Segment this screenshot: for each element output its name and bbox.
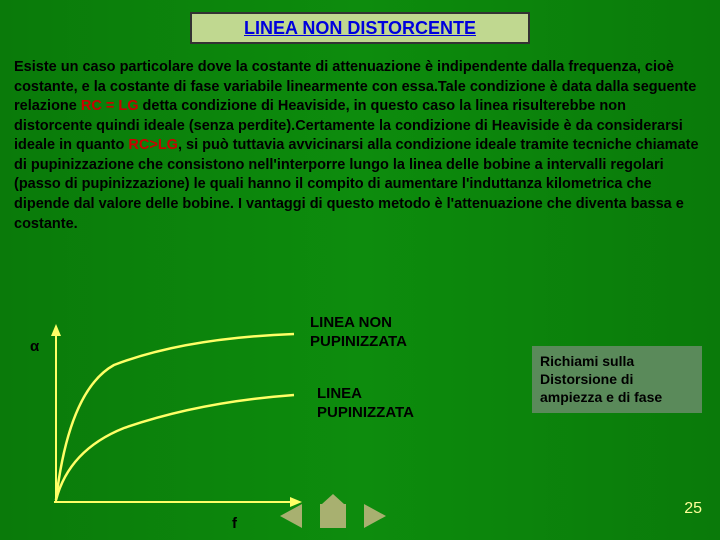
- attenuation-chart: [14, 320, 304, 510]
- prev-arrow-icon[interactable]: [280, 504, 302, 528]
- page-title: LINEA NON DISTORCENTE: [244, 18, 476, 39]
- curve-label-pupinizzata: LINEA PUPINIZZATA: [317, 385, 414, 423]
- formula-rc-gt-lg: RC>LG: [128, 137, 178, 153]
- curve-non-pupinizzata: [56, 334, 294, 500]
- callout-box: Richiami sulla Distorsione di ampiezza e…: [532, 346, 702, 413]
- nav-controls: [280, 504, 386, 528]
- formula-rc-eq-lg: RC = LG: [81, 98, 139, 114]
- callout-text: Richiami sulla Distorsione di ampiezza e…: [540, 352, 694, 407]
- title-container: LINEA NON DISTORCENTE: [190, 12, 530, 44]
- body-paragraph: Esiste un caso particolare dove la costa…: [14, 58, 706, 234]
- curve-pupinizzata: [56, 395, 294, 500]
- next-arrow-icon[interactable]: [364, 504, 386, 528]
- y-axis-arrow: [51, 324, 61, 336]
- home-icon[interactable]: [320, 504, 346, 528]
- x-axis-label: f: [232, 515, 237, 532]
- curve-label-non-pupinizzata: LINEA NON PUPINIZZATA: [310, 314, 407, 352]
- page-number: 25: [684, 500, 702, 518]
